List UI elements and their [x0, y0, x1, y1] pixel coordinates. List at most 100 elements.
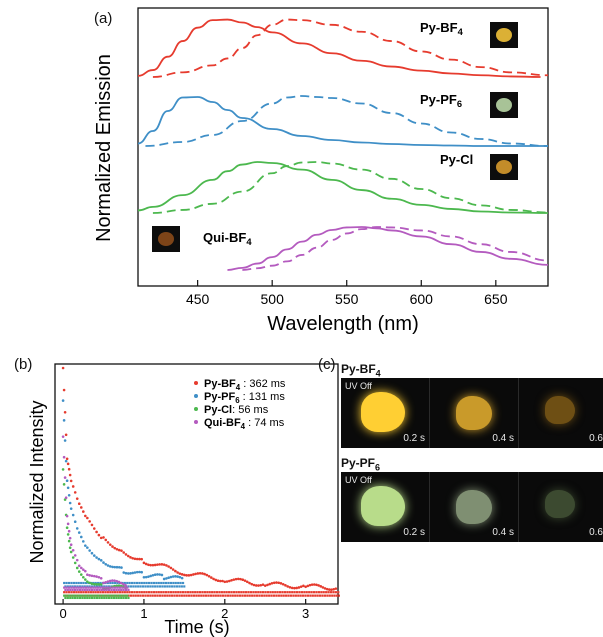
data-point: [95, 583, 98, 586]
floor-point: [315, 591, 318, 594]
floor-point: [88, 585, 91, 588]
floor-point: [98, 585, 101, 588]
floor-point: [217, 594, 220, 597]
floor-point: [221, 594, 225, 597]
floor-point: [66, 585, 69, 588]
data-point: [165, 577, 168, 580]
data-point: [65, 526, 69, 530]
floor-point: [196, 591, 199, 594]
floor-point: [174, 591, 177, 594]
data-point: [63, 476, 67, 479]
floor-point: [151, 594, 154, 597]
floor-point: [161, 594, 164, 597]
series-name: Qui-BF: [203, 230, 246, 245]
floor-point: [92, 594, 95, 597]
data-point: [97, 575, 101, 579]
data-point: [102, 561, 105, 564]
floor-point: [294, 594, 297, 597]
data-point: [117, 584, 121, 587]
floor-point: [69, 588, 72, 591]
data-point: [117, 565, 121, 569]
subscript: 4: [375, 368, 381, 379]
floor-point: [230, 591, 233, 594]
floor-point: [114, 581, 117, 585]
data-point: [135, 557, 139, 561]
panel-c-label: (c): [318, 356, 336, 373]
subscript: 6: [235, 396, 240, 405]
floor-point: [173, 585, 176, 588]
floor-point: [98, 588, 101, 591]
floor-point: [169, 581, 173, 585]
data-point: [111, 579, 114, 582]
floor-point: [192, 594, 196, 597]
floor-point: [156, 585, 159, 588]
x-axis-label: Time (s): [164, 617, 229, 637]
data-point: [99, 583, 103, 586]
floor-point: [104, 591, 107, 594]
floor-point: [275, 594, 278, 597]
sample-name: Py-BF: [341, 362, 376, 376]
floor-point: [72, 586, 75, 589]
floor-point: [71, 585, 74, 588]
panel-a-label: (a): [94, 10, 113, 27]
floor-point: [265, 594, 268, 597]
data-point: [236, 577, 240, 581]
data-point: [162, 563, 166, 566]
floor-point: [183, 594, 186, 597]
data-point: [330, 588, 333, 591]
legend-entry: Qui-BF4 : 74 ms: [204, 417, 285, 431]
lifetime-value: : 131 ms: [240, 391, 286, 403]
floor-point: [107, 585, 111, 588]
data-point: [293, 586, 296, 590]
legend-marker: [194, 420, 198, 424]
spectrum-py-bf4-dashed: [152, 18, 549, 78]
data-point: [250, 582, 254, 586]
floor-point: [69, 596, 72, 600]
floor-point: [128, 581, 131, 585]
data-point: [63, 410, 67, 414]
data-point: [113, 579, 116, 582]
data-point: [334, 587, 338, 590]
floor-point: [255, 594, 259, 597]
data-point: [245, 580, 249, 584]
decay-series-py-cl: [61, 468, 130, 600]
data-point: [201, 572, 204, 575]
floor-point: [75, 591, 78, 594]
floor-point: [283, 591, 287, 594]
floor-point: [123, 581, 126, 585]
floor-point: [126, 586, 129, 589]
floor-point: [76, 594, 79, 597]
floor-point: [268, 594, 271, 597]
data-point: [82, 575, 85, 579]
data-point: [133, 557, 137, 561]
floor-point: [259, 591, 262, 594]
data-point: [241, 578, 245, 582]
floor-point: [181, 591, 185, 594]
spectrum-py-cl-dashed: [152, 161, 549, 214]
data-point: [120, 549, 123, 552]
floor-point: [167, 581, 170, 585]
floor-point: [95, 596, 99, 600]
floor-point: [114, 586, 117, 589]
floor-point: [149, 594, 152, 597]
floor-point: [295, 591, 299, 594]
floor-point: [173, 594, 176, 597]
data-point: [62, 483, 66, 486]
data-point: [71, 556, 75, 559]
floor-point: [93, 594, 96, 597]
data-point: [120, 566, 123, 569]
data-point: [106, 564, 110, 567]
floor-point: [289, 594, 293, 597]
data-point: [102, 536, 105, 539]
data-point: [230, 579, 233, 582]
spectrum-py-bf4-solid: [137, 18, 541, 78]
data-point: [312, 583, 316, 586]
floor-point: [76, 588, 79, 591]
data-point: [227, 579, 231, 583]
data-point: [66, 486, 70, 490]
data-point: [90, 523, 94, 527]
data-point: [299, 585, 303, 588]
floor-point: [180, 585, 183, 588]
floor-point: [145, 591, 148, 594]
floor-point: [143, 581, 146, 585]
